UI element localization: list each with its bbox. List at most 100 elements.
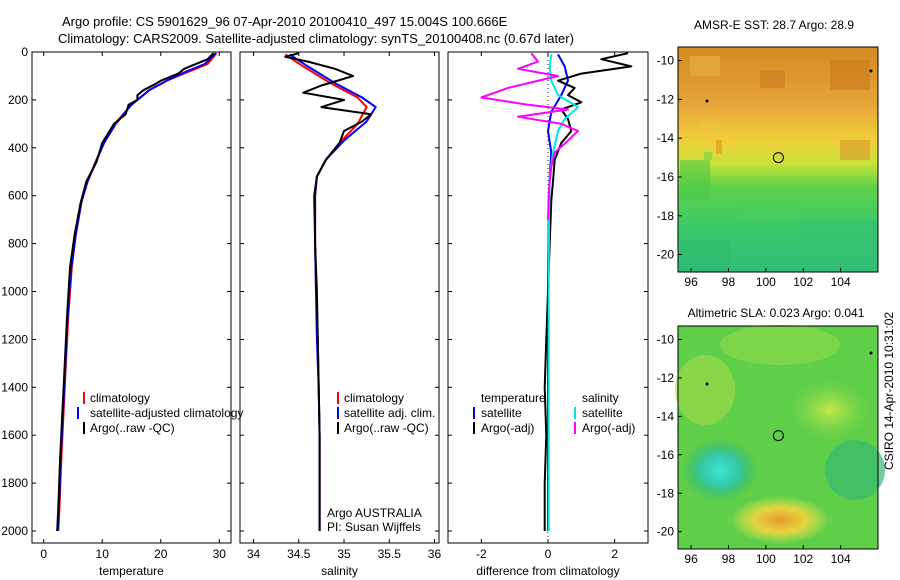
map-x-tick-label: 96 xyxy=(684,275,698,289)
legend-label-climatology: climatology xyxy=(90,391,150,405)
difference-plot: -2 0 2 difference from climatology xyxy=(448,51,648,578)
map-x-tick-label: 104 xyxy=(831,275,851,289)
sst-frame xyxy=(677,46,879,273)
y-tick-label: 800 xyxy=(8,237,28,251)
sla-patch xyxy=(675,355,735,425)
map-x-tick-label: 100 xyxy=(756,275,776,289)
map-x-tick-label: 100 xyxy=(756,552,776,566)
temperature-plot: 0 10 20 30 0 200 400 600 800 1000 1200 1400 1600 1800… xyxy=(1,45,231,578)
y-tick-label: 1400 xyxy=(1,380,28,394)
sst-argo-location-marker xyxy=(772,152,784,164)
map-y-tick-label: -16 xyxy=(657,170,675,184)
series-line-salinity-satellite xyxy=(547,54,579,531)
sst-map xyxy=(677,46,879,273)
legend-label-sal-satellite: satellite xyxy=(582,406,623,420)
legend-header-salinity: salinity xyxy=(582,391,619,405)
sla-map-title: Altimetric SLA: 0.023 Argo: 0.041 xyxy=(688,306,865,320)
x-tick-label: -2 xyxy=(476,547,487,561)
y-tick-label: 1000 xyxy=(1,285,28,299)
map-y-tick-label: -16 xyxy=(657,448,675,462)
sla-high-red xyxy=(730,496,830,544)
map-y-tick-label: -14 xyxy=(657,409,675,423)
figure-title-line1: Argo profile: CS 5901629_96 07-Apr-2010 … xyxy=(62,14,508,29)
x-tick-label: 35 xyxy=(337,547,351,561)
map-y-tick-label: -12 xyxy=(657,371,675,385)
sla-map xyxy=(675,325,885,550)
series-line-argo-raw-qc- xyxy=(284,52,373,531)
sst-map-title: AMSR-E SST: 28.7 Argo: 28.9 xyxy=(694,18,854,32)
salinity-plot: 34 34.5 35 35.5 36 salinity xyxy=(240,51,442,578)
sst-texture xyxy=(680,56,878,272)
y-tick-label: 600 xyxy=(8,189,28,203)
x-axis-label: temperature xyxy=(99,564,164,578)
sla-argo-location-marker xyxy=(772,430,784,442)
x-axis-label: difference from climatology xyxy=(476,564,619,578)
salinity-legend: climatology satellite adj. clim. Argo(..… xyxy=(327,391,435,534)
sla-low-cyan xyxy=(682,438,758,502)
salinity-axes xyxy=(239,51,440,544)
y-tick-label: 1200 xyxy=(1,332,28,346)
map-x-tick-label: 102 xyxy=(793,275,813,289)
map-y-tick-label: -18 xyxy=(657,486,675,500)
y-tick-label: 200 xyxy=(8,93,28,107)
sla-patch xyxy=(720,325,840,365)
map-x-tick-label: 98 xyxy=(722,552,736,566)
legend-label-temp-argo: Argo(-adj) xyxy=(481,421,534,435)
legend-label-temp-satellite: satellite xyxy=(481,406,522,420)
figure-title-line2: Climatology: CARS2009. Satellite-adjuste… xyxy=(58,31,574,46)
legend-label-sal-argo: Argo(-adj) xyxy=(582,421,635,435)
sla-patch xyxy=(790,380,870,440)
argo-source-label: Argo AUSTRALIA xyxy=(327,506,422,520)
legend-label-argo: Argo(..raw -QC) xyxy=(90,421,175,435)
x-tick-label: 34 xyxy=(247,547,261,561)
map-x-tick-label: 98 xyxy=(722,275,736,289)
map-y-tick-label: -12 xyxy=(657,92,675,106)
y-tick-label: 400 xyxy=(8,141,28,155)
series-line-argo-raw-qc- xyxy=(56,52,215,532)
map-y-tick-label: -20 xyxy=(657,525,675,539)
series-line-salinity-argo-adj- xyxy=(480,52,579,220)
x-tick-label: 0 xyxy=(545,547,552,561)
x-tick-label: 34.5 xyxy=(287,547,311,561)
sla-island-dot xyxy=(705,382,709,386)
argo-pi-label: PI: Susan Wijffels xyxy=(327,520,421,534)
sst-coast-dot xyxy=(869,69,873,73)
x-axis-label: salinity xyxy=(321,564,358,578)
y-tick-label: 1800 xyxy=(1,476,28,490)
sla-map-axes: 96 98 100 102 104 -10 -12 -14 -16 -18 -20 xyxy=(657,332,851,566)
sst-island-dot xyxy=(705,99,709,103)
x-tick-label: 0 xyxy=(40,547,47,561)
sla-patch xyxy=(825,440,885,500)
x-tick-label: 20 xyxy=(154,547,168,561)
y-tick-label: 1600 xyxy=(1,428,28,442)
x-tick-label: 10 xyxy=(96,547,110,561)
map-x-tick-label: 104 xyxy=(831,552,851,566)
difference-legend: temperature salinity satellite Argo(-adj… xyxy=(473,391,635,435)
credit-timestamp: CSIRO 14-Apr-2010 10:31:02 xyxy=(882,312,896,470)
legend-header-temperature: temperature xyxy=(481,391,546,405)
temperature-axes xyxy=(31,51,232,544)
sst-map-axes: 96 98 100 102 104 -10 -12 -14 -16 -18 -20 xyxy=(657,54,851,289)
map-y-tick-label: -18 xyxy=(657,209,675,223)
x-tick-label: 36 xyxy=(428,547,442,561)
legend-label-climatology: climatology xyxy=(344,391,404,405)
map-x-tick-label: 102 xyxy=(793,552,813,566)
x-tick-label: 35.5 xyxy=(378,547,402,561)
y-tick-label: 2000 xyxy=(1,524,28,538)
map-y-tick-label: -20 xyxy=(657,248,675,262)
map-y-tick-label: -10 xyxy=(657,54,675,68)
x-tick-label: 2 xyxy=(611,547,618,561)
x-tick-label: 30 xyxy=(213,547,227,561)
map-y-tick-label: -14 xyxy=(657,131,675,145)
temperature-legend: climatology satellite-adjusted climatolo… xyxy=(77,391,243,435)
series-line-temperature-argo-adj- xyxy=(543,52,633,531)
map-x-tick-label: 96 xyxy=(684,552,698,566)
sla-coast-dot xyxy=(869,351,873,355)
map-y-tick-label: -10 xyxy=(657,332,675,346)
legend-label-satellite: satellite-adjusted climatology xyxy=(90,406,243,420)
legend-label-argo: Argo(..raw -QC) xyxy=(344,421,429,435)
legend-label-satellite: satellite adj. clim. xyxy=(344,406,435,420)
y-tick-label: 0 xyxy=(21,45,28,59)
sla-frame xyxy=(677,325,879,550)
